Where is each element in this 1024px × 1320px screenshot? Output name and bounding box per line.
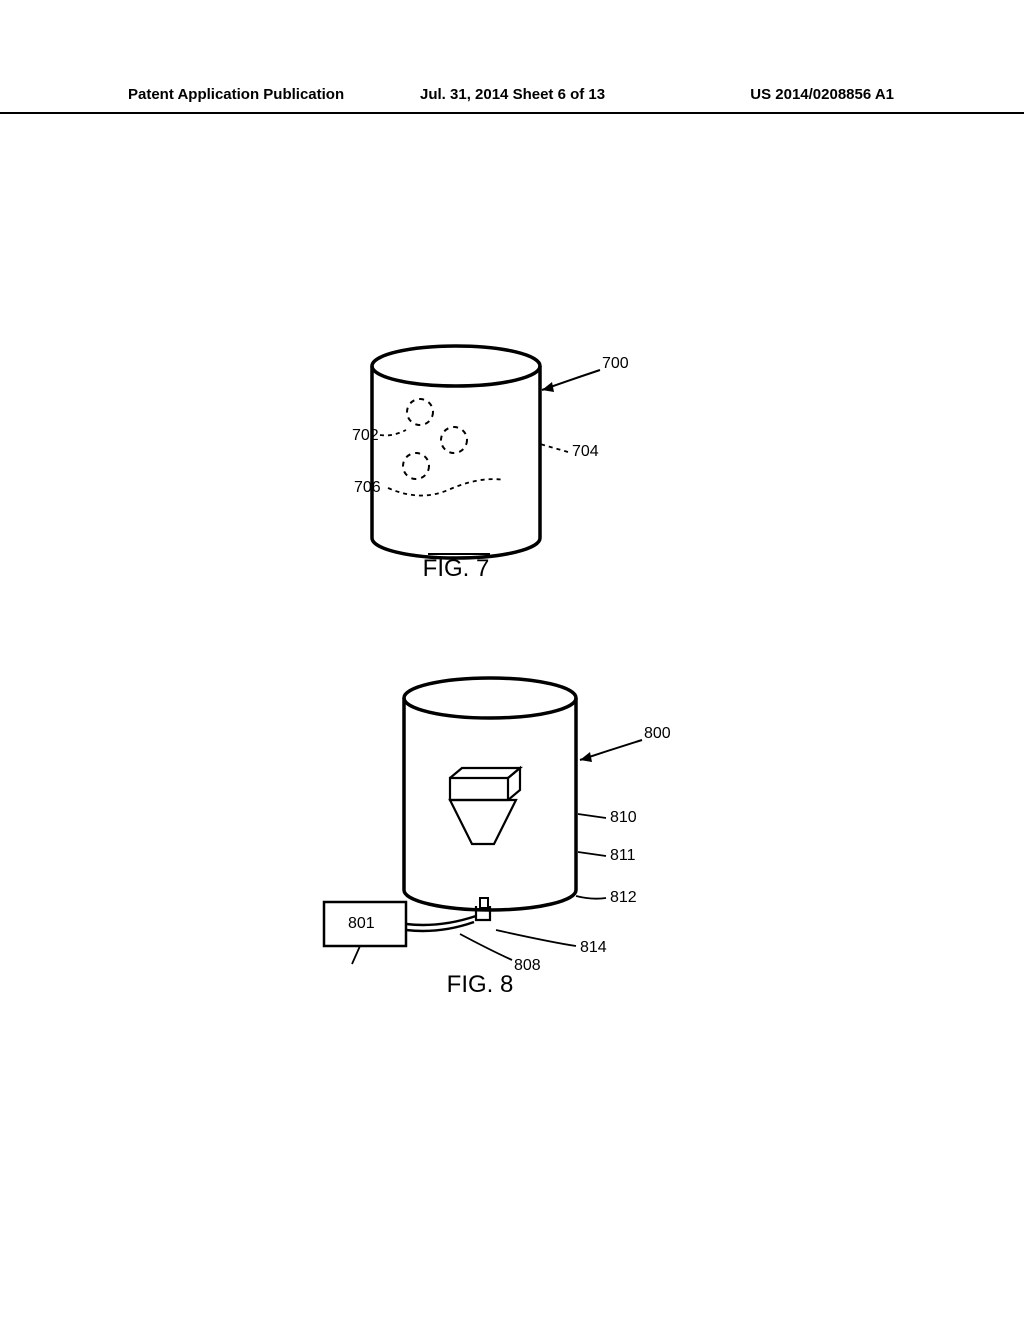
cylinder-top xyxy=(372,346,540,386)
label-800: 800 xyxy=(644,725,671,742)
label-808: 808 xyxy=(514,957,541,974)
leader-702 xyxy=(380,430,406,435)
arrow-800 xyxy=(580,752,592,762)
leader-808 xyxy=(460,934,512,960)
label-811: 811 xyxy=(610,847,636,864)
label-700: 700 xyxy=(602,355,629,372)
figure-8-svg: 801 800 810 811 812 814 808 xyxy=(290,670,730,1010)
leader-814 xyxy=(496,930,576,946)
label-706: 706 xyxy=(354,479,381,496)
figure-7: 700 702 704 706 FIG. 7 xyxy=(320,340,720,600)
leader-810 xyxy=(578,814,606,818)
label-810: 810 xyxy=(610,809,637,826)
label-702: 702 xyxy=(352,427,379,444)
page-root: Patent Application Publication Jul. 31, … xyxy=(0,0,1024,1320)
label-704: 704 xyxy=(572,443,599,460)
leader-812 xyxy=(576,896,606,899)
figure-7-caption: FIG. 7 xyxy=(423,555,490,582)
dashed-circle-1 xyxy=(407,399,433,425)
inner-box-front xyxy=(450,778,508,800)
dashed-circle-2 xyxy=(441,427,467,453)
label-801: 801 xyxy=(348,915,375,932)
leader-706 xyxy=(388,479,504,495)
label-814: 814 xyxy=(580,939,607,956)
arrow-700 xyxy=(542,382,554,392)
inner-box-side xyxy=(508,768,520,800)
figure-7-svg: 700 702 704 706 FIG. 7 xyxy=(320,340,720,600)
funnel xyxy=(450,800,516,844)
label-812: 812 xyxy=(610,889,637,906)
header-sheet-info: Jul. 31, 2014 Sheet 6 of 13 xyxy=(420,86,605,103)
leader-801 xyxy=(352,946,360,964)
header-patent-number: US 2014/0208856 A1 xyxy=(750,86,894,103)
page-header: Patent Application Publication Jul. 31, … xyxy=(0,86,1024,114)
nozzle-inner xyxy=(480,898,488,908)
figure-8-caption: FIG. 8 xyxy=(447,971,514,998)
cylinder8-top xyxy=(404,678,576,718)
figure-8: 801 800 810 811 812 814 808 xyxy=(290,670,730,1010)
header-publication: Patent Application Publication xyxy=(128,86,344,103)
leader-704 xyxy=(540,444,568,452)
leader-811 xyxy=(578,852,606,856)
dashed-circle-3 xyxy=(403,453,429,479)
